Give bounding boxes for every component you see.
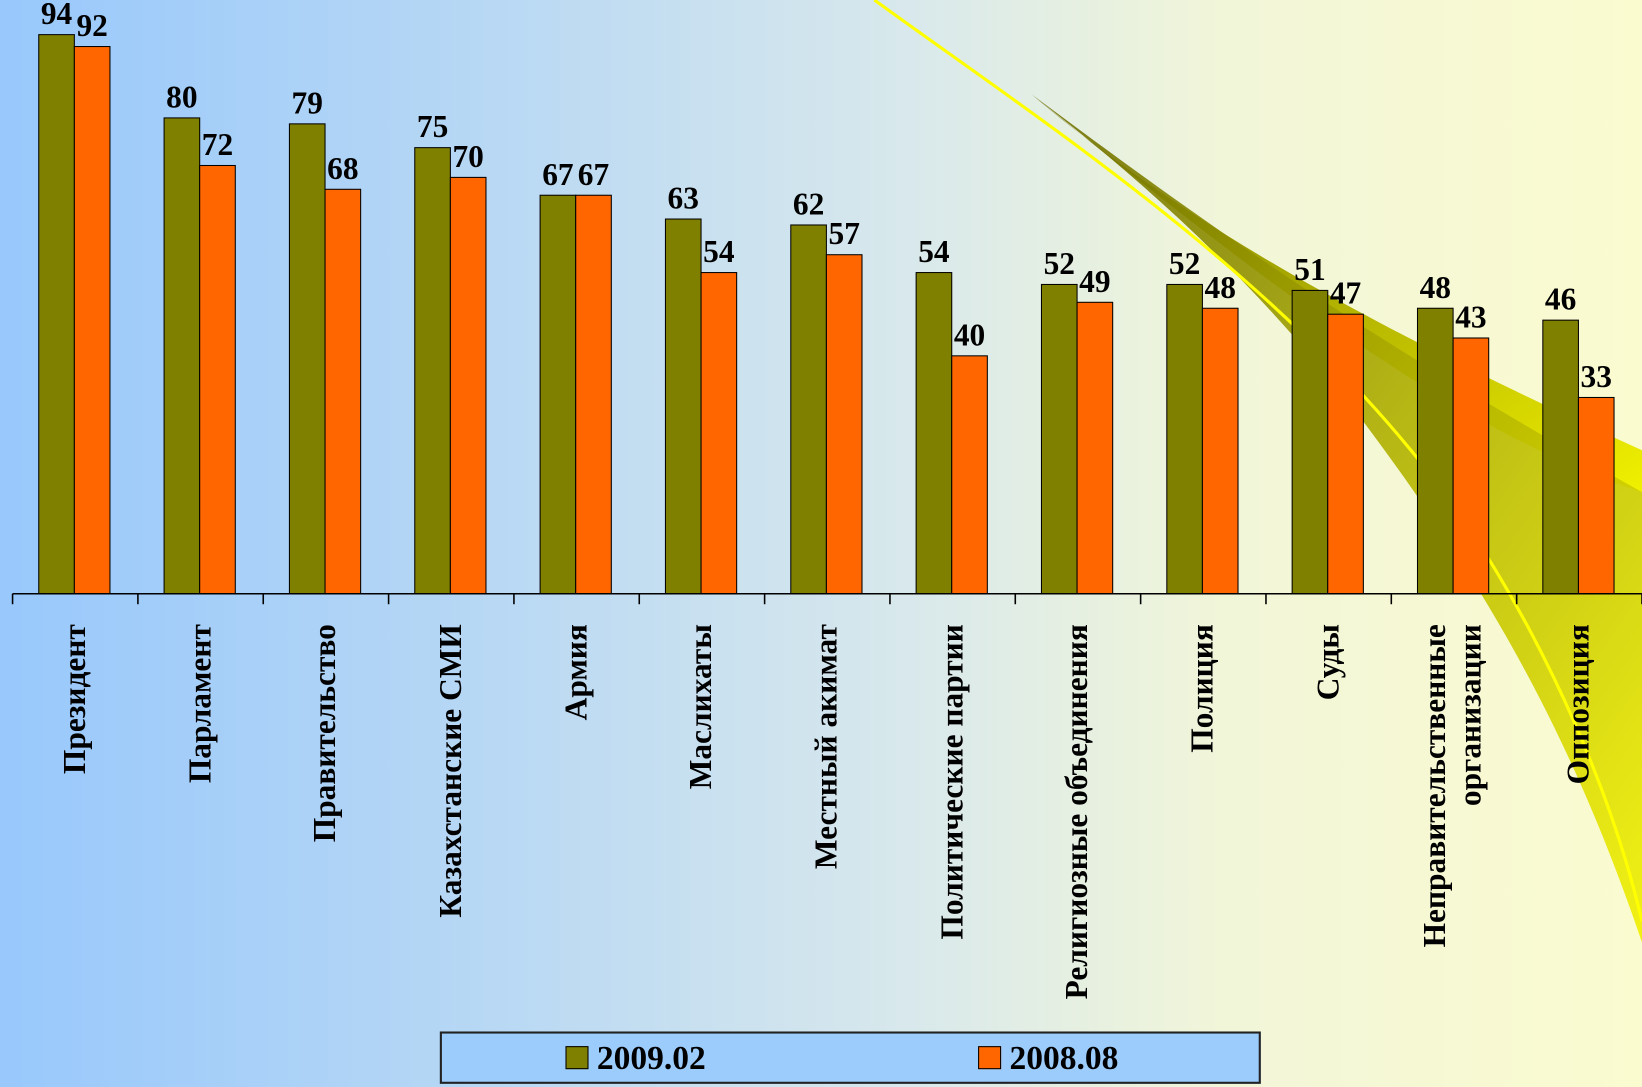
bar [1577,396,1615,595]
bar [951,355,988,595]
legend-label: 2009.02 [596,1038,706,1077]
x-tick-label: Казахстанские СМИ [433,624,469,918]
bar [449,176,487,595]
bar [1327,313,1364,595]
bar [73,46,111,595]
value-label: 52 [1169,246,1200,281]
x-tick-label: Оппозиция [1561,624,1597,785]
value-label: 43 [1455,300,1486,335]
legend-item: 2009.02 [565,1038,706,1077]
x-tick-label: Парламент [182,624,218,784]
bar [324,188,362,595]
decor [873,0,1642,922]
decor [1031,94,1642,493]
value-label: 79 [292,85,323,120]
bar [1452,337,1490,595]
value-label: 75 [417,109,448,144]
bar [825,254,863,595]
value-label: 47 [1330,276,1361,311]
value-label: 48 [1205,270,1236,305]
bar [288,123,326,595]
value-label: 48 [1420,270,1451,305]
value-label: 70 [452,139,483,174]
bar [664,218,702,595]
value-label: 62 [793,187,824,222]
x-tick-label: Полиция [1185,624,1221,753]
value-label: 63 [668,181,699,216]
decor [1031,94,1642,943]
value-label: 46 [1545,282,1576,317]
value-label: 94 [41,0,73,31]
bar [38,34,75,595]
legend-label: 2008.08 [1009,1038,1119,1077]
value-label: 72 [202,127,233,162]
value-label: 67 [578,157,609,192]
x-tick-label: Президент [57,624,92,775]
x-tick-label: Суды [1310,624,1346,701]
legend-swatch [978,1046,1002,1070]
x-tick-label: Правительство [308,624,343,843]
value-label: 52 [1044,246,1075,281]
bar [1542,319,1579,595]
bar [414,147,451,595]
bar [163,117,201,595]
value-label: 80 [166,79,197,114]
value-label: 54 [918,234,950,269]
x-tick-label: Местный акимат [809,624,845,870]
value-label: 33 [1581,359,1612,394]
bar [1076,301,1114,595]
value-label: 49 [1079,264,1110,299]
value-label: 40 [954,317,985,352]
x-tick-label: Политические партии [934,624,970,940]
legend: 2009.02 2008.08 [439,1031,1261,1084]
bar [575,194,612,595]
x-tick-label: Религиозные объединения [1060,624,1095,1000]
bar [1040,283,1078,595]
bar [1291,289,1329,595]
bar [199,164,236,595]
bar [915,272,953,595]
value-label: 54 [703,234,735,269]
legend-swatch [565,1046,589,1070]
bar [1416,307,1454,595]
legend-item: 2008.08 [978,1039,1118,1077]
bar [1201,307,1239,595]
x-tick-label: Армия [558,624,594,721]
bar [790,224,827,595]
bar [539,194,577,595]
x-tick-label: Неправительственные организации [1418,624,1489,948]
value-label: 67 [542,157,573,192]
value-label: 57 [828,216,859,251]
bar [1166,283,1203,595]
bar [700,272,738,595]
x-tick-label: Маслихаты [684,624,719,790]
value-label: 68 [327,151,358,186]
value-label: 51 [1294,252,1325,287]
value-label: 92 [76,8,107,43]
